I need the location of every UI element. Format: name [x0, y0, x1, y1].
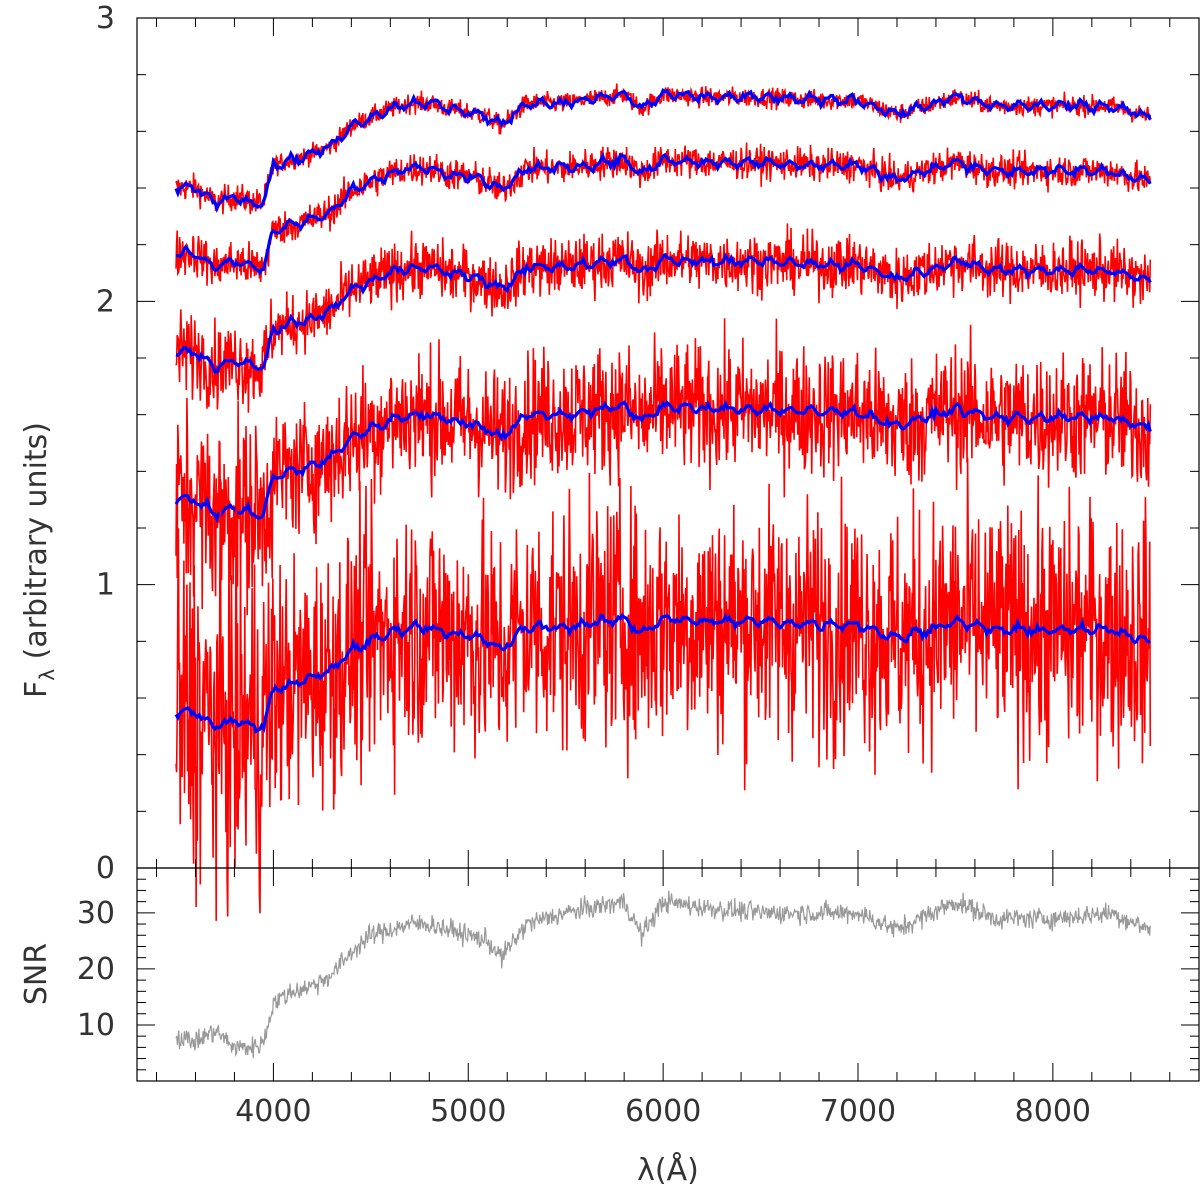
model-spectrum-line [175, 252, 1152, 374]
wavelength-tick-label: 7000 [820, 1094, 896, 1129]
wavelength-tick-label: 4000 [235, 1094, 311, 1129]
observed-spectrum-line [175, 318, 1152, 616]
snr-axis-ticks: 10 20 30 4000 5000 6000 7000 8000 [77, 867, 1199, 1129]
flux-y-tick-label: 3 [96, 1, 115, 36]
flux-y-tick-label: 1 [96, 568, 115, 603]
snr-y-tick-label: 30 [77, 896, 115, 931]
model-spectrum-line [174, 612, 1151, 734]
snr-series-group [175, 890, 1151, 1059]
snr-line [175, 890, 1151, 1059]
model-spectrum-line [174, 88, 1152, 214]
wavelength-axis-label: λ(Å) [637, 1152, 699, 1188]
snr-y-tick-label: 10 [77, 1008, 115, 1043]
snr-panel-frame [136, 867, 1200, 1082]
observed-spectrum-line [175, 457, 1152, 921]
model-spectrum-line [174, 398, 1152, 524]
flux-y-tick-label: 0 [96, 851, 115, 886]
snr-y-tick-label: 20 [77, 952, 115, 987]
flux-axis-label: Fλ (arbitrary units) [19, 422, 59, 698]
wavelength-tick-label: 6000 [625, 1094, 701, 1129]
flux-series-group [174, 83, 1152, 921]
model-spectrum-line [175, 151, 1152, 276]
snr-panel: 10 20 30 4000 5000 6000 7000 8000 SNR λ(Å) [19, 867, 1200, 1188]
wavelength-tick-label: 5000 [430, 1094, 506, 1129]
snr-axis-label: SNR [19, 943, 54, 1005]
flux-panel: 0 1 2 3 Fλ (arbitrary units) [19, 1, 1200, 921]
wavelength-tick-label: 8000 [1015, 1094, 1091, 1129]
flux-y-tick-label: 2 [96, 284, 115, 319]
